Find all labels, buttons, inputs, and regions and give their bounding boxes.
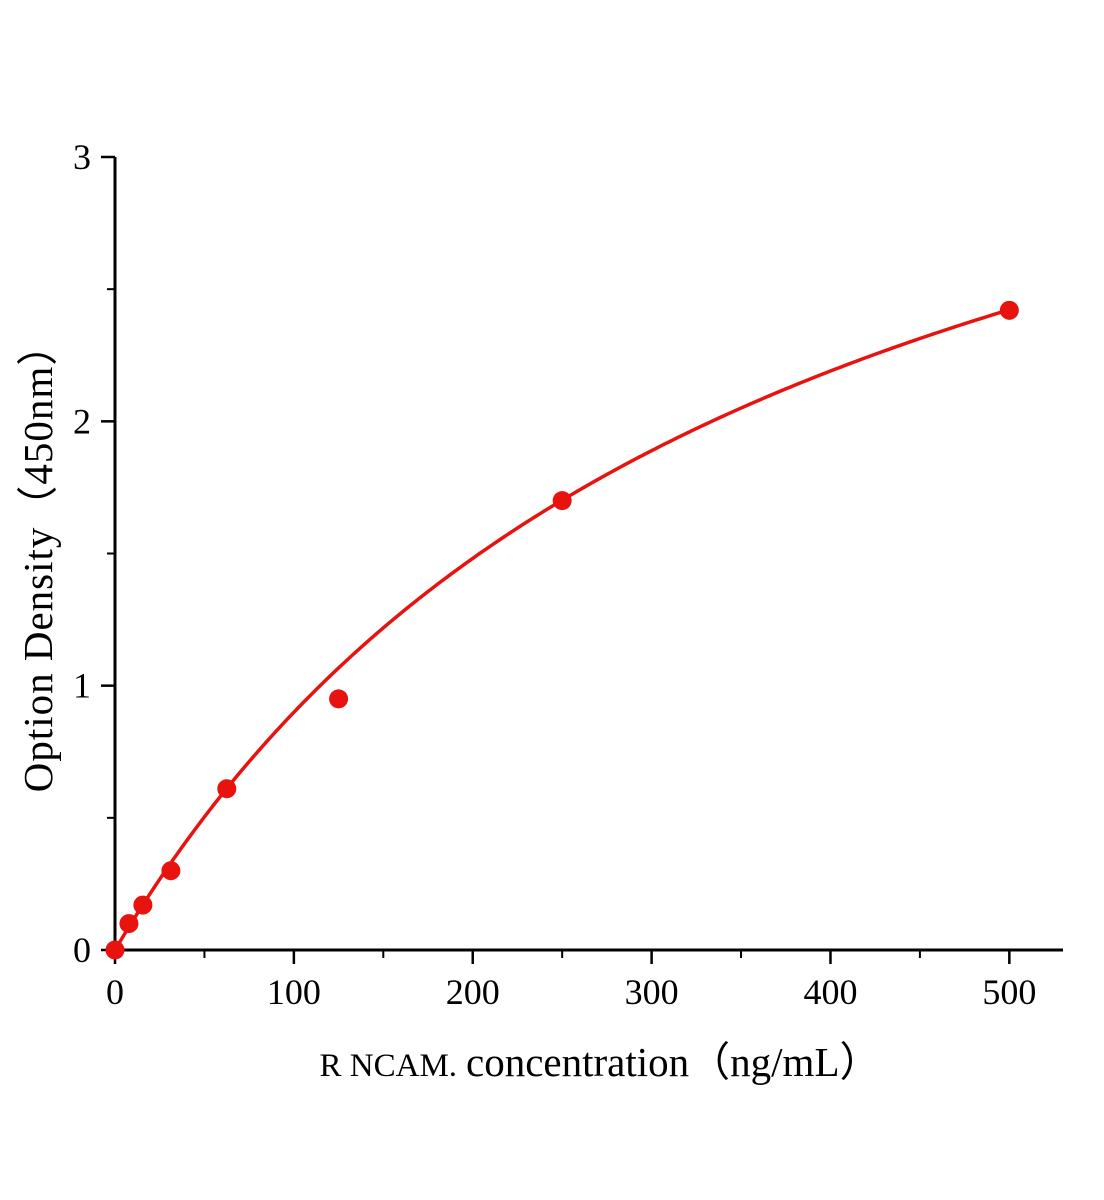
data-point: [329, 689, 349, 709]
x-axis-label-text: concentration（ng/mL）: [466, 1039, 881, 1085]
data-point: [133, 895, 153, 915]
x-axis-label-analyte: R NCAM.: [319, 1048, 458, 1084]
data-point: [552, 491, 572, 511]
data-point: [119, 914, 139, 934]
x-tick-label: 400: [803, 972, 857, 1012]
y-tick-label: 0: [73, 930, 91, 970]
x-tick-label: 200: [446, 972, 500, 1012]
data-point: [105, 940, 125, 960]
x-tick-label: 100: [267, 972, 321, 1012]
x-tick-label: 500: [982, 972, 1036, 1012]
x-tick-label: 300: [625, 972, 679, 1012]
data-point: [999, 300, 1019, 320]
y-tick-label: 2: [73, 401, 91, 441]
y-tick-label: 1: [73, 666, 91, 706]
data-point: [161, 861, 181, 881]
data-point: [217, 779, 237, 799]
y-tick-label: 3: [73, 137, 91, 177]
x-tick-label: 0: [106, 972, 124, 1012]
x-axis-label: R NCAM. concentration（ng/mL）: [320, 1028, 881, 1088]
y-axis-label: Option Density（450nm）: [15, 323, 61, 793]
fitted-curve: [113, 308, 1012, 952]
